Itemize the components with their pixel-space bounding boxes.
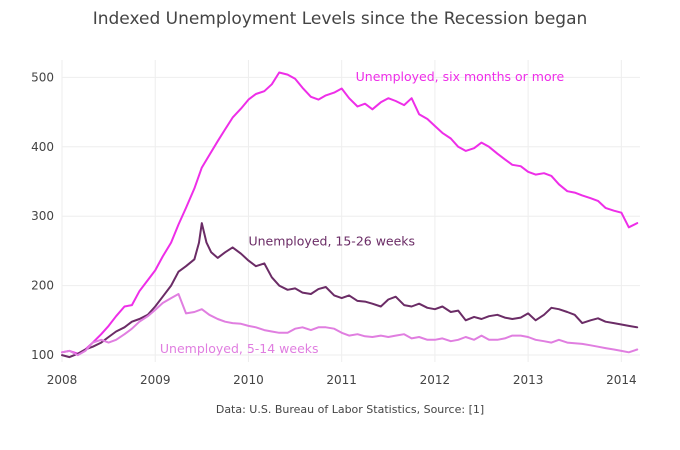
y-tick-label: 100 [31,348,54,362]
y-tick-label: 200 [31,279,54,293]
y-axis-ticks: 100 200 300 400 500 [31,70,54,362]
series-label-unemployed-5-14-weeks: Unemployed, 5-14 weeks [160,341,319,356]
series-lines [61,71,639,359]
y-tick-label: 500 [31,70,54,84]
series-label-unemployed-six-months-or-more: Unemployed, six months or more [356,69,565,84]
x-tick-label: 2013 [513,373,544,387]
chart-title: Indexed Unemployment Levels since the Re… [93,9,588,29]
series-line-unemployed-15-26-weeks [61,222,639,359]
y-gridlines [62,76,640,356]
x-tick-label: 2008 [47,373,78,387]
source-note: Data: U.S. Bureau of Labor Statistics, S… [216,403,484,416]
series-line-unemployed-six-months-or-more [61,71,639,355]
series-line-unemployed-5-14-weeks [61,293,639,357]
x-tick-label: 2014 [606,373,637,387]
x-tick-label: 2009 [140,373,171,387]
y-tick-label: 300 [31,209,54,223]
series-label-unemployed-15-26-weeks: Unemployed, 15-26 weeks [248,233,415,248]
y-tick-label: 400 [31,140,54,154]
x-tick-label: 2011 [326,373,357,387]
x-axis-ticks: 2008 2009 2010 2011 2012 2013 2014 [47,373,637,387]
x-tick-label: 2010 [233,373,264,387]
x-tick-label: 2012 [420,373,451,387]
x-gridlines [61,60,622,362]
series-labels: Unemployed, six months or more Unemployed… [160,69,565,356]
